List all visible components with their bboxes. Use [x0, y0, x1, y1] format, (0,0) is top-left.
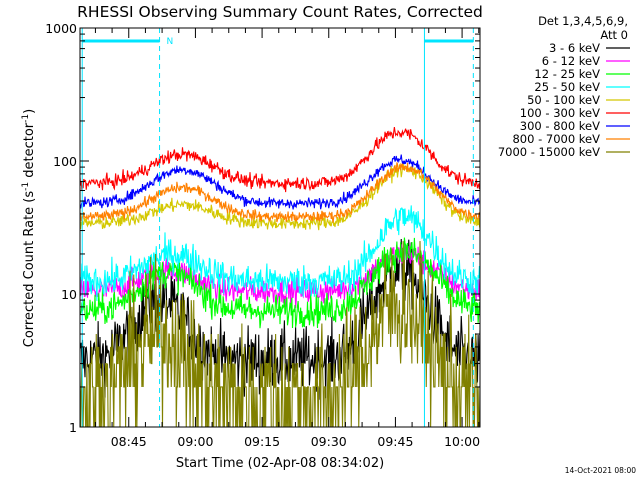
- series-line: [80, 162, 480, 223]
- marker-label: N: [167, 37, 174, 47]
- legend-entry-label: 300 - 800 keV: [520, 119, 600, 133]
- legend-entry-label: 12 - 25 keV: [534, 67, 600, 81]
- series-line: [80, 205, 480, 301]
- legend-entry-label: 50 - 100 keV: [527, 93, 600, 107]
- y-tick-label: 1: [69, 420, 77, 435]
- x-tick-label: 09:15: [244, 434, 280, 449]
- legend-entry-label: 800 - 7000 keV: [512, 132, 600, 146]
- x-tick-label: 09:45: [377, 434, 413, 449]
- chart-title: RHESSI Observing Summary Count Rates, Co…: [77, 3, 483, 21]
- series-line: [80, 154, 480, 210]
- legend-header-line-1: Det 1,3,4,5,6,9,: [538, 14, 628, 28]
- legend-entry-label: 25 - 50 keV: [534, 80, 600, 94]
- x-tick-label: 10:00: [444, 434, 480, 449]
- annotation-layer: N: [81, 28, 474, 427]
- x-tick-label: 09:30: [311, 434, 347, 449]
- series-line: [80, 162, 480, 231]
- plot-frame: [79, 27, 481, 428]
- tick-layer: 1 10 100 1000 08:45 09:00 09:15 09:30 09:45 10:00: [45, 21, 480, 449]
- series-line: [80, 241, 480, 427]
- legend-entry-label: 7000 - 15000 keV: [498, 145, 600, 159]
- y-tick-label: 1000: [45, 21, 77, 36]
- legend-header-line-2: Att 0: [600, 28, 628, 42]
- legend-entry-label: 6 - 12 keV: [542, 54, 600, 68]
- y-tick-label: 100: [53, 154, 77, 169]
- x-axis-label: Start Time (02-Apr-08 08:34:02): [176, 456, 384, 471]
- x-tick-label: 08:45: [111, 434, 147, 449]
- generation-timestamp: 14-Oct-2021 08:00: [565, 466, 636, 475]
- x-tick-label: 09:00: [177, 434, 213, 449]
- legend-entry-label: 3 - 6 keV: [549, 41, 600, 55]
- legend-entry-label: 100 - 300 keV: [520, 106, 600, 120]
- y-tick-label: 10: [61, 287, 77, 302]
- series-line: [80, 126, 480, 193]
- y-axis-label: Corrected Count Rate (s-1 detector-1): [21, 109, 37, 347]
- series-layer: [80, 126, 480, 427]
